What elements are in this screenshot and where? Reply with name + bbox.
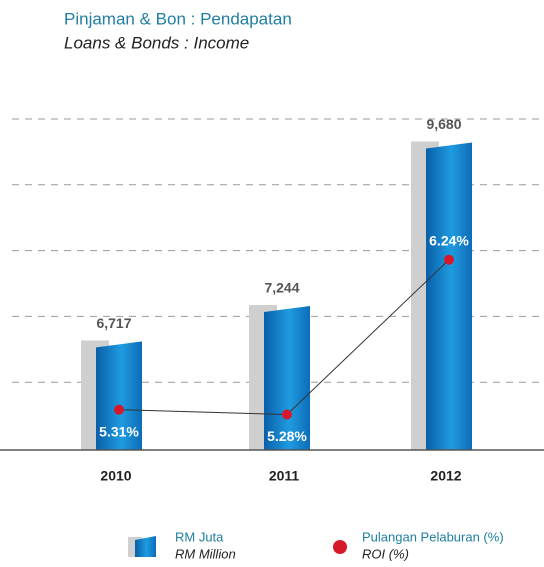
legend-swatch: [333, 540, 347, 554]
legend-swatch: [135, 536, 156, 557]
x-tick-label: 2010: [100, 468, 131, 484]
legend-label: ROI (%): [362, 546, 409, 561]
legend-label: RM Juta: [175, 529, 224, 544]
point-value-label: 5.31%: [99, 423, 139, 439]
line-point: [444, 254, 454, 265]
bar-value-label: 9,680: [426, 116, 461, 132]
bar-value-label: 7,244: [264, 280, 299, 296]
x-tick-label: 2011: [269, 468, 300, 484]
bar-value-label: 6,717: [96, 315, 131, 331]
legend-label: RM Million: [175, 546, 236, 561]
legend-label: Pulangan Pelaburan (%): [362, 529, 504, 544]
bar: [426, 142, 472, 450]
bar: [96, 341, 142, 450]
x-tick-label: 2012: [430, 468, 461, 484]
line-point: [114, 404, 124, 415]
point-value-label: 6.24%: [429, 232, 469, 248]
line-point: [282, 409, 292, 420]
chart-title: Pinjaman & Bon : Pendapatan: [64, 9, 292, 28]
chart-subtitle: Loans & Bonds : Income: [64, 33, 249, 52]
point-value-label: 5.28%: [267, 428, 307, 444]
